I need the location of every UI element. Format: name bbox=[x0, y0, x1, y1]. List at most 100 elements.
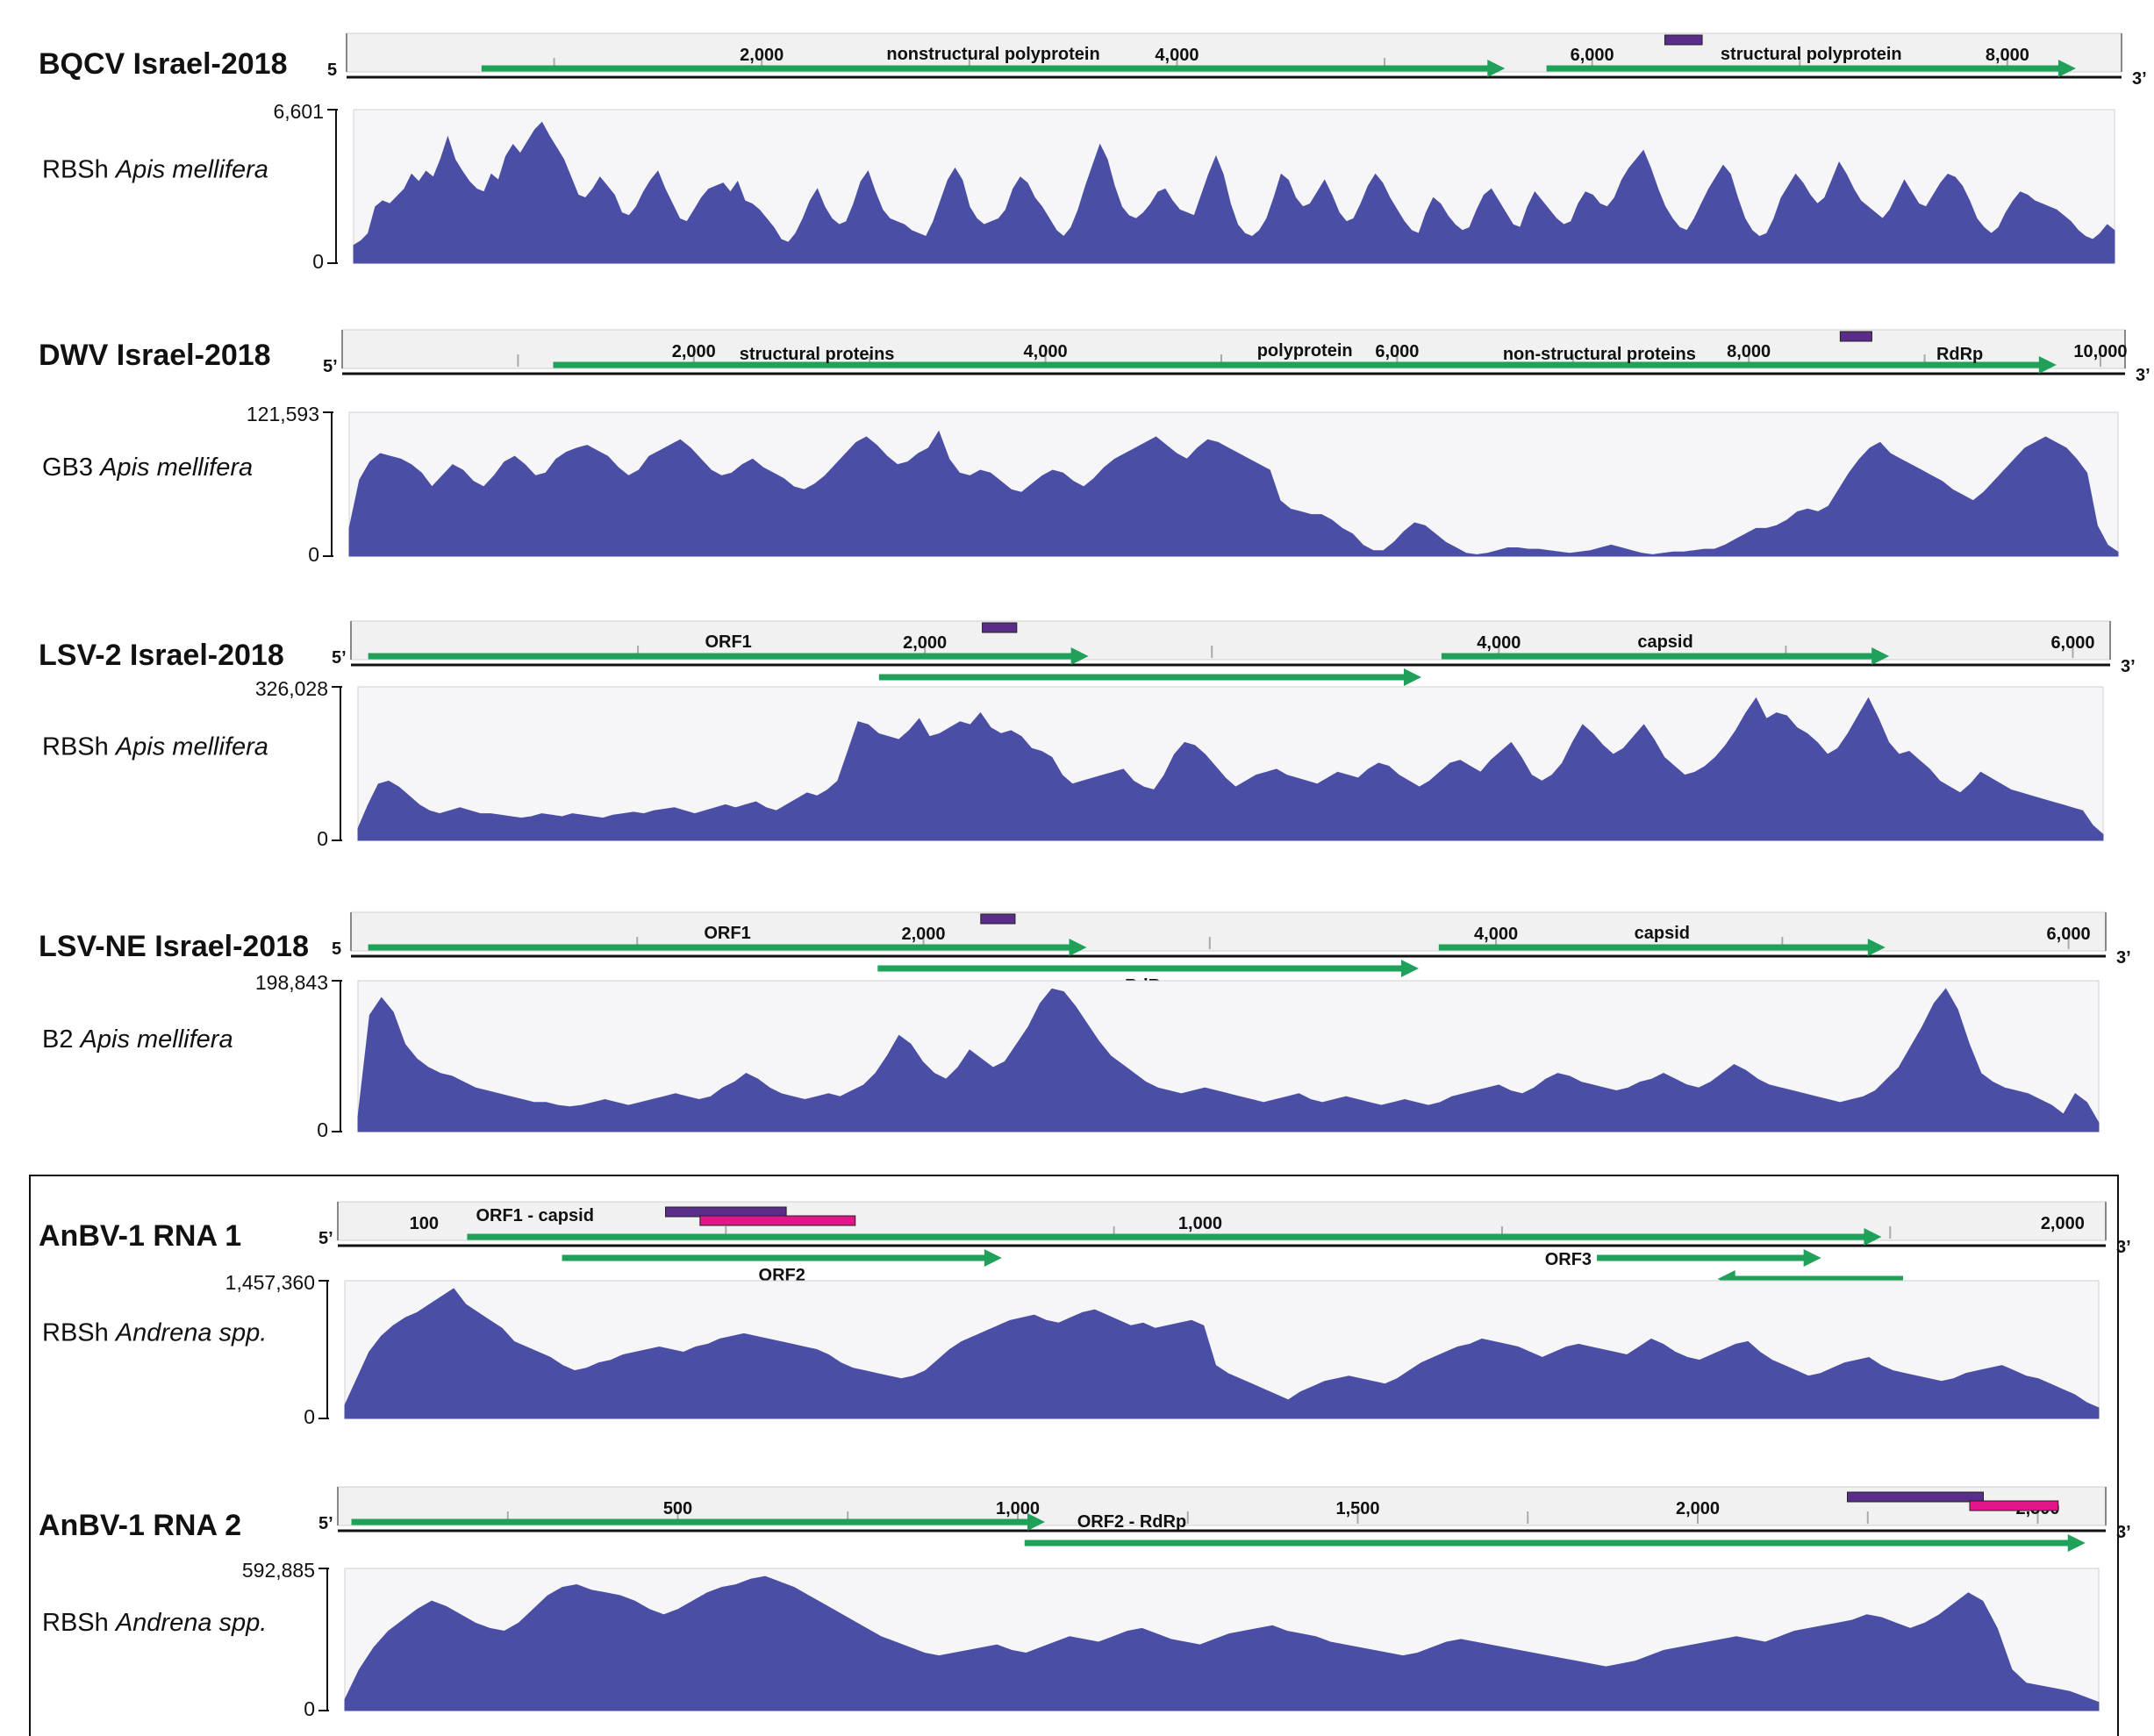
ruler-tick-label: 4,000 bbox=[1024, 342, 1068, 361]
panel-title: LSV-2 Israel-2018 bbox=[39, 639, 284, 672]
orf-annotation: structural proteins bbox=[740, 345, 895, 364]
probe-purple bbox=[1839, 331, 1872, 342]
five-prime-label: 5 bbox=[327, 61, 337, 80]
sample-label: B2 Apis mellifera bbox=[42, 1025, 233, 1054]
orf-label: structural polyprotein bbox=[1721, 45, 1902, 64]
ruler-tick-label: 10,000 bbox=[2073, 342, 2127, 361]
sample-species: Andrena spp. bbox=[114, 1609, 268, 1637]
ruler-tick-label: 2,000 bbox=[903, 633, 947, 653]
orf-arrow: nonstructural polyprotein bbox=[481, 45, 1506, 77]
ruler-tick-label: 2,000 bbox=[2041, 1214, 2085, 1233]
orf-arrow: ORF2 - RdRp bbox=[1024, 1512, 2086, 1552]
coverage-area bbox=[344, 1575, 2100, 1711]
panel-lsv2: LSV-2 Israel-2018 2,000 4,000 6,000 5’ 3’ ORF1… bbox=[39, 620, 2136, 850]
coverage-area bbox=[357, 988, 2100, 1132]
panel-title: AnBV-1 RNA 2 bbox=[39, 1509, 241, 1542]
five-prime-label: 5’ bbox=[318, 1514, 333, 1533]
y-min-label: 0 bbox=[308, 543, 319, 566]
three-prime-label: 3’ bbox=[2116, 1523, 2131, 1542]
panel-title: DWV Israel-2018 bbox=[39, 339, 271, 372]
three-prime-label: 3’ bbox=[2136, 366, 2150, 385]
probe-purple bbox=[1664, 34, 1703, 46]
probe-purple bbox=[665, 1206, 787, 1218]
anbv-box bbox=[29, 1175, 2119, 1736]
sample-species: Apis mellifera bbox=[98, 454, 253, 482]
ruler-tick-label: 4,000 bbox=[1155, 46, 1199, 65]
orf-arrow bbox=[351, 1513, 1045, 1531]
sample-code: RBSh bbox=[42, 1609, 116, 1637]
five-prime-label: 5’ bbox=[318, 1229, 333, 1248]
y-max-label: 592,885 bbox=[242, 1559, 315, 1582]
sample-label: RBSh Andrena spp. bbox=[42, 1319, 267, 1347]
ruler-tick-label: 2,000 bbox=[901, 925, 945, 944]
probe-purple bbox=[982, 622, 1018, 633]
sample-code: B2 bbox=[42, 1025, 81, 1054]
probe-purple bbox=[1847, 1491, 1984, 1503]
sample-label: RBSh Apis mellifera bbox=[42, 733, 268, 761]
orf-arrow: ORF1 - capsid bbox=[467, 1206, 1882, 1246]
orf-label: ORF1 - capsid bbox=[476, 1206, 593, 1225]
three-prime-label: 3’ bbox=[2116, 1238, 2131, 1257]
y-min-label: 0 bbox=[312, 250, 324, 273]
coverage-area bbox=[348, 430, 2119, 557]
sample-code: RBSh bbox=[42, 156, 116, 184]
panel-lsvne: LSV-NE Israel-2018 2,000 4,000 6,000 5 3’ ORF1… bbox=[39, 911, 2131, 1141]
ruler-tick-label: 1,000 bbox=[996, 1499, 1040, 1518]
three-prime-label: 3’ bbox=[2121, 657, 2136, 676]
panel-anbv_rna2: AnBV-1 RNA 25001,0001,5002,0002,5005’3’O… bbox=[39, 1486, 2131, 1720]
orf-label: ORF3 bbox=[1545, 1250, 1592, 1269]
ruler-tick-label: 2,000 bbox=[1676, 1499, 1720, 1518]
ruler-tick-label: 500 bbox=[663, 1499, 692, 1518]
sample-label: GB3 Apis mellifera bbox=[42, 454, 253, 482]
three-prime-label: 3’ bbox=[2132, 69, 2147, 89]
panel-bqcv: BQCV Israel-2018 2,000 4,000 6,000 8,000 5 3’ n… bbox=[39, 32, 2147, 273]
panel-title: BQCV Israel-2018 bbox=[39, 47, 288, 81]
orf-label: ORF2 - RdRp bbox=[1077, 1512, 1186, 1532]
orf-arrow: ORF1 bbox=[368, 632, 1089, 665]
five-prime-label: 5 bbox=[332, 939, 341, 959]
orf-label: ORF1 bbox=[704, 924, 750, 943]
sample-code: GB3 bbox=[42, 454, 100, 482]
panels-layer: BQCV Israel-2018 2,000 4,000 6,000 8,000 5 3’ n… bbox=[39, 32, 2150, 1720]
ruler-tick-label: 8,000 bbox=[1727, 342, 1771, 361]
probe-purple bbox=[980, 913, 1016, 925]
sample-species: Apis mellifera bbox=[114, 733, 268, 761]
sample-code: RBSh bbox=[42, 1319, 116, 1347]
sample-label: RBSh Apis mellifera bbox=[42, 156, 268, 184]
orf-label: polyprotein bbox=[1257, 341, 1353, 361]
ruler-tick-label: 6,000 bbox=[2047, 925, 2091, 944]
orf-arrow: ORF3 bbox=[1545, 1249, 1821, 1269]
orf-label: nonstructural polyprotein bbox=[886, 45, 1099, 64]
ruler-tick-label: 6,000 bbox=[1571, 46, 1614, 65]
y-max-label: 198,843 bbox=[255, 971, 328, 994]
orf-annotation: RdRp bbox=[1936, 345, 1983, 364]
coverage-area bbox=[357, 697, 2104, 841]
ruler-tick-label: 6,000 bbox=[1375, 342, 1419, 361]
sample-species: Andrena spp. bbox=[114, 1319, 268, 1347]
orf-arrow: capsid bbox=[1441, 632, 1890, 665]
ruler-tick-label: 4,000 bbox=[1477, 633, 1521, 653]
orf-arrow: ORF2 bbox=[562, 1249, 1002, 1285]
five-prime-label: 5’ bbox=[323, 357, 338, 376]
y-max-label: 6,601 bbox=[273, 100, 324, 123]
panel-dwv: DWV Israel-2018 2,000 4,000 6,000 8,000 10,00… bbox=[39, 329, 2150, 566]
orf-label: ORF1 bbox=[705, 632, 751, 652]
orf-arrow: structural polyprotein bbox=[1546, 45, 2076, 77]
y-min-label: 0 bbox=[304, 1405, 315, 1428]
coverage-area bbox=[353, 121, 2115, 264]
ruler-tick-label: 8,000 bbox=[1986, 46, 2029, 65]
five-prime-label: 5’ bbox=[332, 648, 347, 668]
ruler-tick-label: 2,000 bbox=[672, 342, 716, 361]
sample-species: Apis mellifera bbox=[114, 156, 268, 184]
y-min-label: 0 bbox=[317, 1118, 328, 1141]
ruler-tick-label: 1,000 bbox=[1178, 1214, 1222, 1233]
y-max-label: 121,593 bbox=[247, 403, 319, 425]
y-max-label: 326,028 bbox=[255, 677, 328, 700]
y-max-label: 1,457,360 bbox=[225, 1271, 315, 1294]
orf-label: capsid bbox=[1637, 632, 1692, 652]
probe-pink bbox=[699, 1215, 856, 1226]
ruler-tick-label: 2,000 bbox=[740, 46, 784, 65]
y-min-label: 0 bbox=[304, 1697, 315, 1720]
panel-title: AnBV-1 RNA 1 bbox=[39, 1219, 241, 1253]
